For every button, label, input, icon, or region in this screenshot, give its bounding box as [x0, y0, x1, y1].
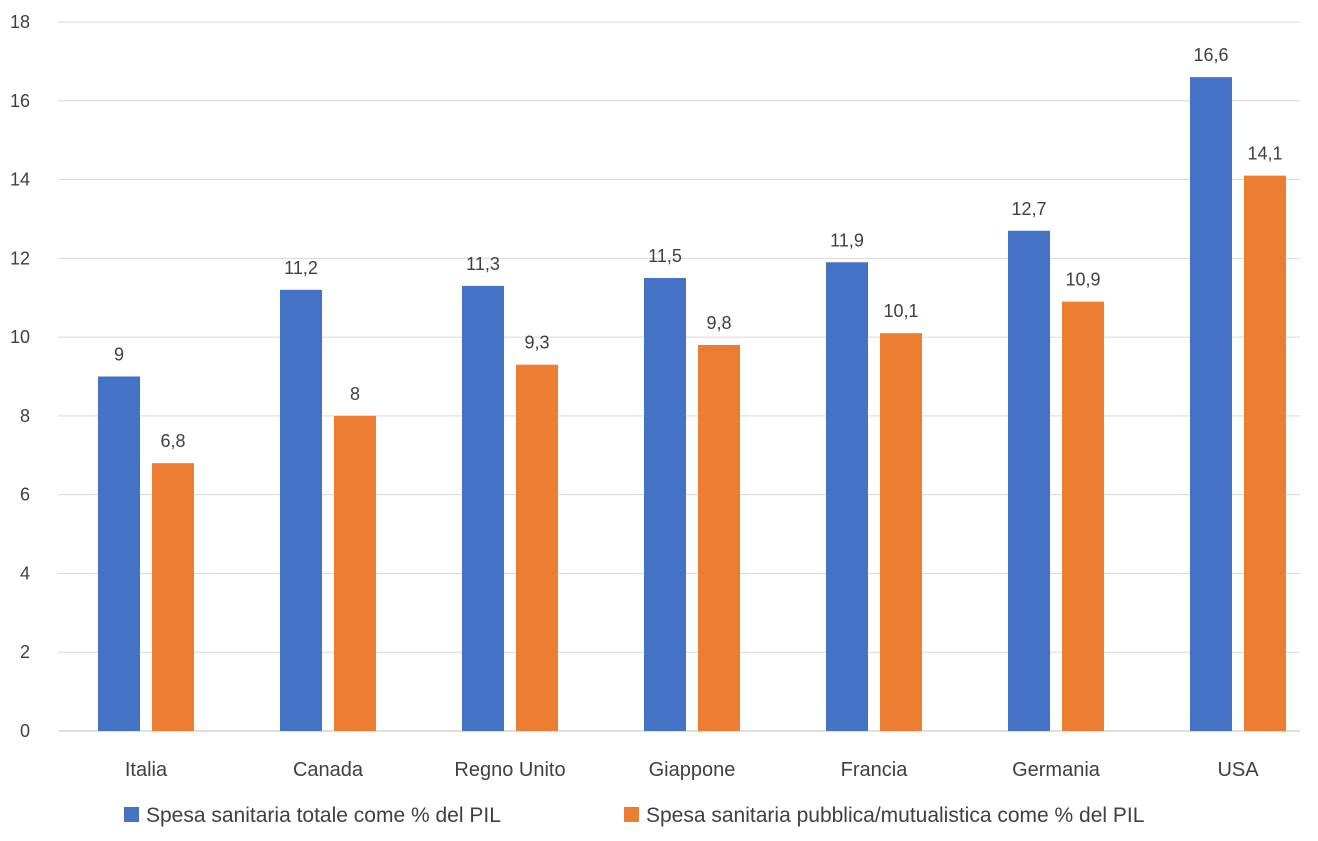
- y-tick-label: 2: [20, 642, 30, 662]
- bar-pubblica: [1244, 175, 1286, 731]
- bar-totale: [462, 285, 504, 731]
- data-label: 6,8: [160, 431, 185, 451]
- data-label: 9: [114, 345, 124, 365]
- data-label: 12,7: [1011, 199, 1046, 219]
- data-label: 9,8: [706, 313, 731, 333]
- bar-totale: [98, 376, 140, 731]
- data-label: 11,3: [466, 254, 500, 274]
- y-tick-label: 14: [10, 170, 30, 190]
- data-label: 9,3: [524, 333, 549, 353]
- legend: Spesa sanitaria totale come % del PIL Spe…: [124, 804, 1144, 827]
- y-axis-ticks: 0 2 4 6 8 10 12 14 16 18: [10, 12, 30, 741]
- data-label: 8: [350, 384, 360, 404]
- legend-swatch: [624, 807, 639, 822]
- bar-totale: [826, 262, 868, 731]
- data-label: 16,6: [1193, 45, 1228, 65]
- legend-swatch: [124, 807, 139, 822]
- data-label: 10,9: [1065, 270, 1100, 290]
- y-tick-label: 8: [20, 406, 30, 426]
- bar-pubblica: [698, 344, 740, 731]
- data-label: 11,5: [648, 246, 682, 266]
- bar-pubblica: [516, 364, 558, 731]
- data-label: 10,1: [883, 301, 918, 321]
- bar-pubblica: [880, 333, 922, 731]
- data-label: 11,9: [830, 230, 864, 250]
- bar-totale: [280, 289, 322, 731]
- y-tick-label: 10: [10, 327, 30, 347]
- bar-totale: [644, 278, 686, 731]
- x-axis-ticks: Italia Canada Regno Unito Giappone Francia Ge…: [125, 759, 1259, 781]
- data-labels: 9 6,8 11,2 8 11,3 9,3 11,5 9,8 11,9 10,1 12,7 10,9 1…: [114, 45, 1283, 451]
- x-tick-label: Francia: [841, 759, 909, 781]
- legend-label: Spesa sanitaria pubblica/mutualistica co…: [646, 804, 1144, 827]
- x-tick-label: Canada: [293, 759, 364, 781]
- y-tick-label: 12: [10, 248, 30, 268]
- data-label: 11,2: [284, 258, 318, 278]
- bar-pubblica: [1062, 301, 1104, 731]
- y-tick-label: 0: [20, 721, 30, 741]
- y-tick-label: 16: [10, 91, 30, 111]
- x-tick-label: Italia: [125, 759, 168, 781]
- x-tick-label: Regno Unito: [454, 759, 565, 781]
- data-label: 14,1: [1247, 144, 1282, 164]
- bars: [98, 77, 1286, 731]
- bar-totale: [1190, 77, 1232, 731]
- bar-pubblica: [152, 463, 194, 731]
- bar-pubblica: [334, 415, 376, 731]
- legend-label: Spesa sanitaria totale come % del PIL: [146, 804, 501, 827]
- y-tick-label: 6: [20, 485, 30, 505]
- x-tick-label: Giappone: [649, 759, 736, 781]
- y-tick-label: 4: [20, 563, 30, 583]
- bar-totale: [1008, 230, 1050, 731]
- y-tick-label: 18: [10, 12, 30, 32]
- x-tick-label: USA: [1217, 759, 1259, 781]
- x-tick-label: Germania: [1012, 759, 1101, 781]
